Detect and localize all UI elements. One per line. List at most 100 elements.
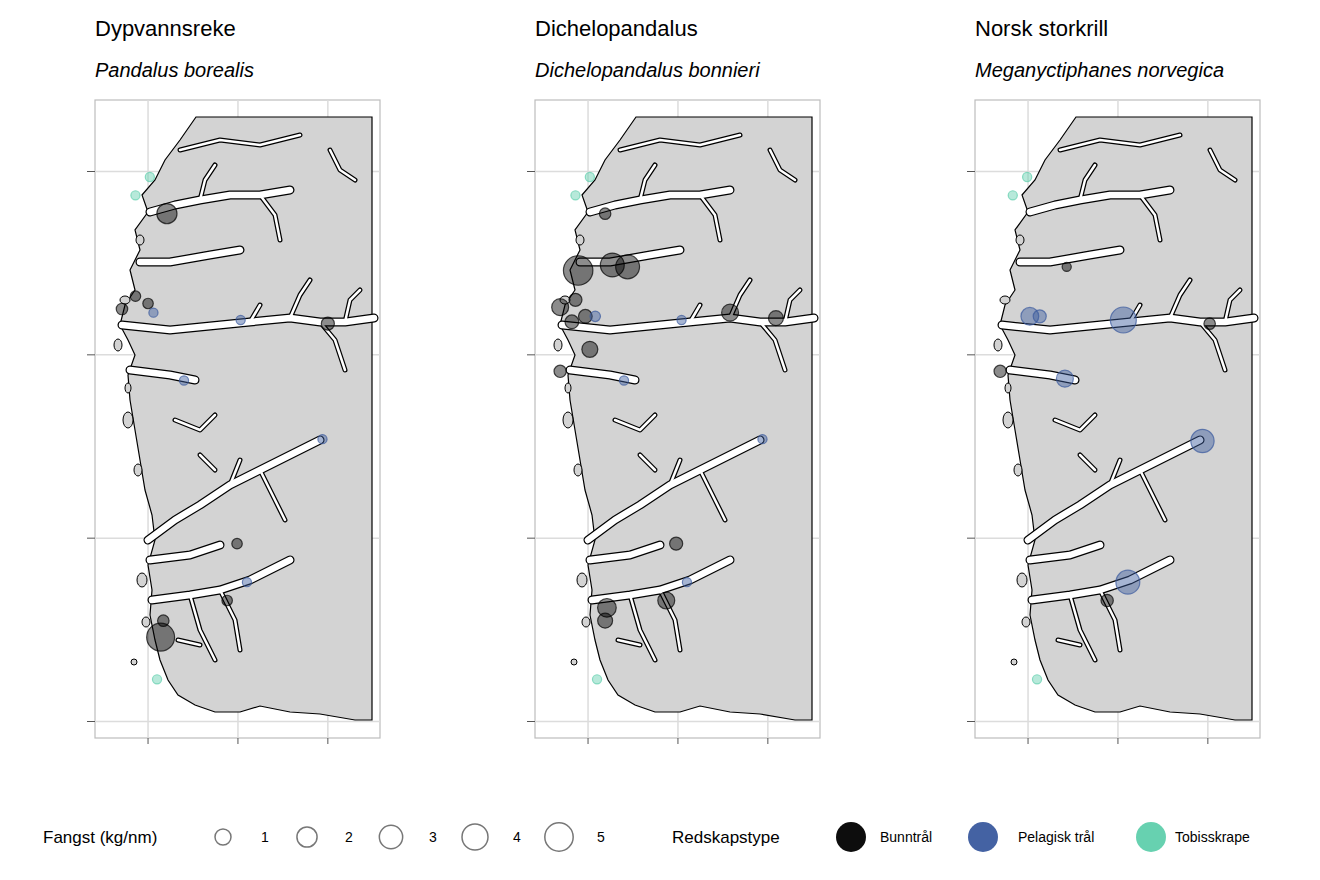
fjord-edge [1100, 590, 1120, 650]
land [560, 117, 812, 720]
plot-inner [975, 100, 1260, 738]
y-tick [87, 171, 95, 172]
catch-point [318, 435, 327, 444]
fjord [618, 640, 640, 645]
fjord [700, 470, 725, 520]
catch-point [1056, 370, 1073, 387]
legend-size-symbol [462, 824, 488, 850]
x-tick [237, 738, 238, 744]
legend-gear-symbol [968, 822, 998, 852]
fjord-edge [220, 590, 240, 650]
grid-line [535, 721, 820, 723]
panel-title: Dypvannsreke [95, 16, 236, 41]
island [114, 339, 122, 351]
catch-point [242, 578, 251, 587]
legend-size-symbol [545, 823, 573, 851]
fjord [1070, 595, 1095, 660]
panel-subtitle: Dichelopandalus bonnieri [535, 59, 760, 81]
fjord [178, 640, 200, 645]
catch-point [758, 435, 767, 444]
fjord-edge [1170, 280, 1190, 318]
figure: Dypvannsreke Pandalus borealis Dichelopand… [0, 0, 1320, 880]
catch-point [658, 592, 675, 609]
island [565, 383, 571, 393]
panel-frame [535, 100, 820, 738]
fjord-edge [200, 455, 215, 470]
fjord [690, 305, 700, 322]
panel-title: Dichelopandalus [535, 16, 698, 41]
y-tick [967, 721, 975, 722]
island [554, 339, 562, 351]
island [576, 235, 584, 245]
fjord [670, 460, 680, 485]
legend-size-symbol [379, 825, 402, 848]
catch-point [147, 623, 175, 651]
catch-point [670, 537, 683, 550]
catch-point [321, 317, 334, 330]
fjord-edge [1055, 415, 1095, 430]
legend-size-symbol [297, 827, 317, 847]
fjord-edge [290, 280, 310, 318]
fjord [180, 135, 300, 150]
fjord-edge [1058, 640, 1080, 645]
catch-point [552, 299, 569, 316]
fjord [200, 165, 215, 200]
plot-area [535, 100, 820, 738]
panel-frame [95, 100, 380, 738]
catch-point [1204, 318, 1215, 329]
fjord [1140, 195, 1160, 240]
fjord-edge [260, 470, 285, 520]
y-tick [527, 171, 535, 172]
fjord-edge [760, 322, 785, 370]
catch-point [582, 341, 598, 357]
legend-gear-label: Tobisskrape [1175, 829, 1250, 845]
island [1022, 617, 1030, 627]
legend-size-label: 2 [345, 829, 353, 845]
y-tick [527, 538, 535, 539]
fjord [760, 322, 785, 370]
plot-inner [535, 100, 820, 738]
island [994, 339, 1002, 351]
catch-point [563, 256, 592, 285]
island [142, 617, 150, 627]
fjord [290, 280, 310, 318]
catch-point [1033, 310, 1046, 323]
catch-point [1110, 307, 1136, 333]
panel: Norsk storkrillMeganyctiphanes norvegica [967, 16, 1260, 744]
panel: Dichelopandalus Dichelopandalus bonnieri [527, 16, 820, 744]
island [123, 412, 133, 428]
fjord-edge [1210, 150, 1235, 180]
fjord [630, 595, 655, 660]
island [125, 383, 131, 393]
catch-point [236, 315, 245, 324]
panel-subtitle: Pandalus borealis [95, 59, 254, 81]
catch-point [722, 304, 739, 321]
fjord [1170, 280, 1190, 318]
catch-point [682, 578, 691, 587]
fjord-edge [178, 640, 200, 645]
legend-size-label: 5 [597, 829, 605, 845]
fjord [1140, 470, 1165, 520]
fjord [785, 290, 800, 322]
legend-size-symbol [215, 829, 231, 845]
fjord-edge [1030, 545, 1100, 560]
fjord [250, 305, 260, 322]
catch-point [569, 293, 582, 306]
fjord [1028, 440, 1200, 540]
x-tick [1207, 738, 1208, 744]
island [1016, 235, 1024, 245]
fjord-edge [122, 318, 374, 330]
catch-point [1023, 172, 1032, 181]
fjord-edge [150, 545, 220, 560]
fjord-edge [140, 250, 240, 262]
fjord-edge [620, 135, 740, 150]
fjord-edge [330, 150, 355, 180]
island [134, 464, 142, 476]
fjord [1225, 290, 1240, 322]
fjord-edge [175, 415, 215, 430]
fjord-edge [1140, 470, 1165, 520]
fjord-edge [618, 640, 640, 645]
fjord [200, 455, 215, 470]
legend-gear-symbol [836, 822, 866, 852]
y-tick [967, 354, 975, 355]
